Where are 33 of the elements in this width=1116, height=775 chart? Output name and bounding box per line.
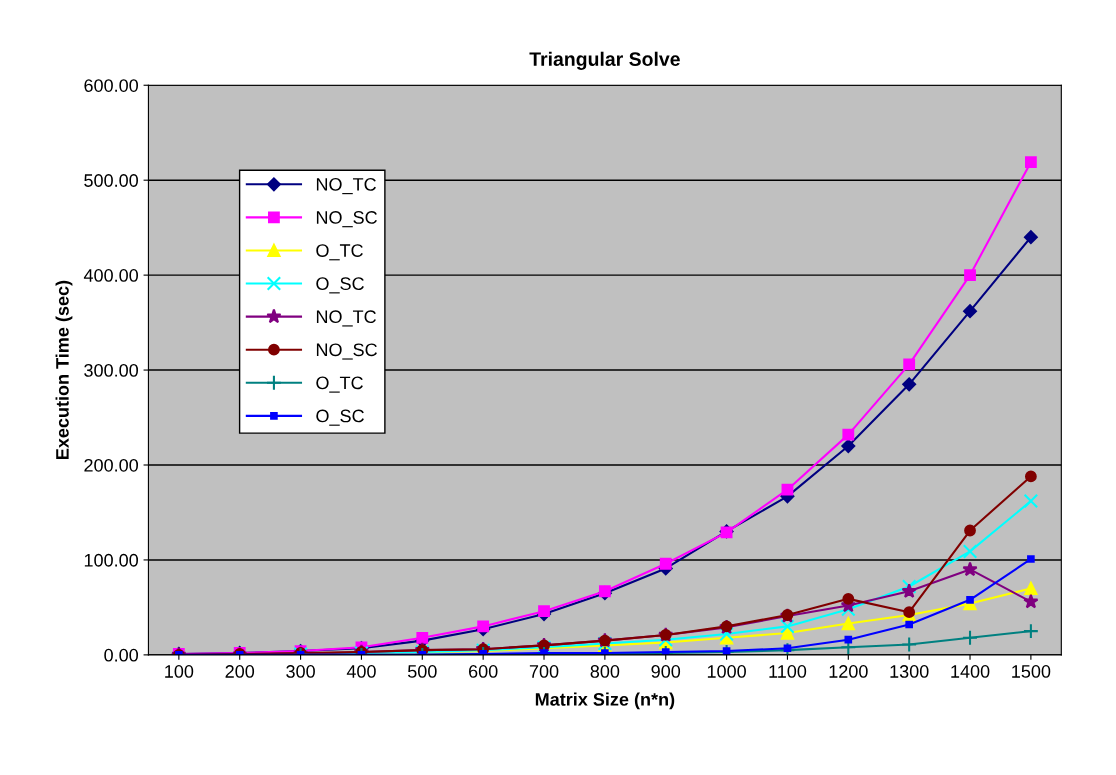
legend-label: NO_TC xyxy=(316,310,376,327)
x-tick-label: 900 xyxy=(651,665,681,678)
y-tick-label: 500.00 xyxy=(84,174,139,187)
x-tick-label: 1200 xyxy=(829,665,868,678)
y-tick-label: 100.00 xyxy=(84,553,139,567)
x-tick-label: 800 xyxy=(590,665,620,678)
x-tick-label: 1000 xyxy=(707,665,746,678)
chart-title: Triangular Solve xyxy=(529,51,680,70)
x-tick-label: 200 xyxy=(225,665,255,678)
x-tick-label: 700 xyxy=(529,665,559,678)
legend-label: NO_SC xyxy=(316,211,377,228)
legend-label: O_SC xyxy=(316,277,364,294)
y-tick-label: 0.00 xyxy=(104,648,138,662)
y-tick-label: 200.00 xyxy=(84,458,139,472)
y-tick-label: 300.00 xyxy=(84,364,139,377)
x-tick-label: 1400 xyxy=(951,665,990,678)
x-tick-label: 1100 xyxy=(769,665,807,678)
legend-label: O_TC xyxy=(316,244,363,261)
y-tick-label: 400.00 xyxy=(83,269,139,282)
x-tick-label: 1500 xyxy=(1012,665,1051,678)
x-tick-label: 500 xyxy=(407,665,437,678)
legend-label: O_TC xyxy=(316,376,363,393)
x-tick-label: 600 xyxy=(469,665,498,678)
x-tick-label: 1300 xyxy=(890,665,929,678)
legend-label: O_SC xyxy=(316,409,364,426)
x-tick-label: 100 xyxy=(165,665,194,678)
y-tick-label: 600.00 xyxy=(84,79,139,92)
x-tick-label: 300 xyxy=(286,665,315,678)
x-axis-title: Matrix Size (n*n) xyxy=(535,692,675,710)
legend-label: NO_TC xyxy=(316,177,376,195)
y-axis-title: Execution Time (sec) xyxy=(55,280,73,459)
x-tick-label: 400 xyxy=(346,665,376,678)
legend-label: NO_SC xyxy=(316,343,377,360)
